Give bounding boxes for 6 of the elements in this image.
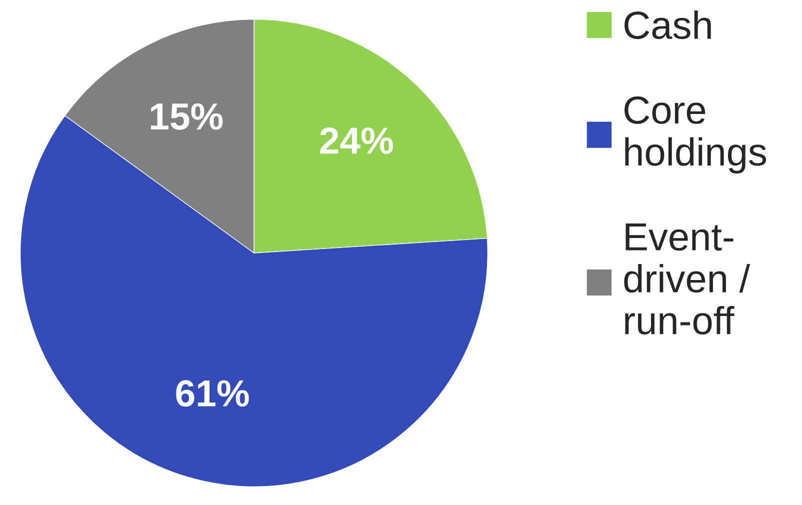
legend-label: Cash	[624, 10, 711, 40]
data-label: 15%	[150, 103, 223, 130]
legend-label: Core holdings	[624, 96, 766, 174]
data-label: 24%	[320, 128, 393, 154]
data-label: 61%	[176, 380, 249, 407]
legend-label: Event- driven / run-off	[624, 224, 750, 334]
